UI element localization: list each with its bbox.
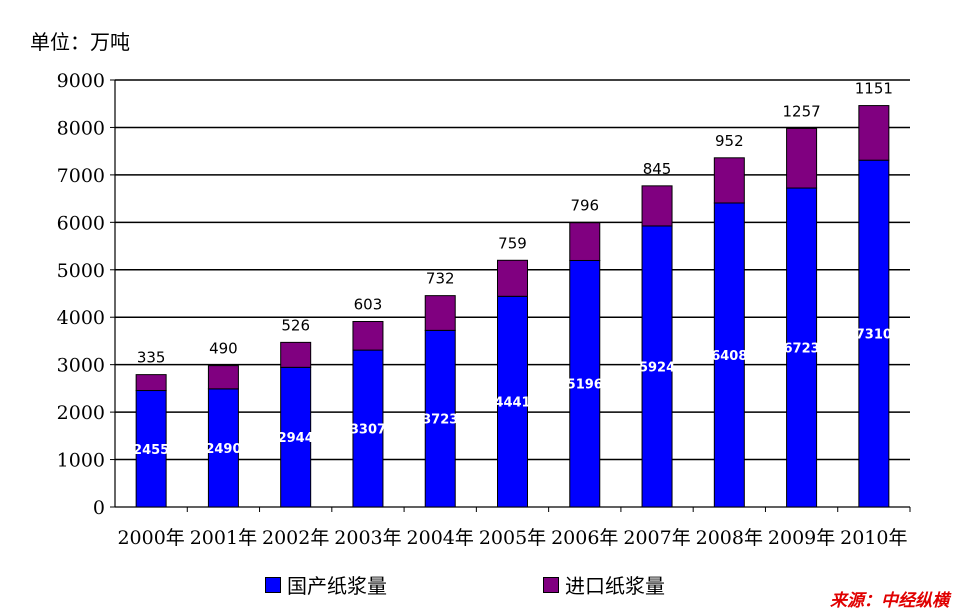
y-tick-label: 3000 — [57, 355, 105, 377]
source-note: 来源：中经纵横 — [830, 591, 949, 611]
bar-import — [713, 157, 745, 204]
bar-domestic — [569, 259, 601, 508]
bar-domestic — [424, 329, 456, 508]
x-tick-label: 2008年 — [696, 527, 763, 549]
y-tick-label: 0 — [93, 497, 105, 519]
bar-domestic — [641, 225, 673, 508]
bar-import — [497, 259, 528, 297]
data-label-import: 335 — [137, 349, 166, 367]
data-label-domestic: 3307 — [350, 423, 386, 438]
x-tick-label: 2004年 — [407, 527, 474, 549]
data-label-import: 526 — [281, 316, 310, 334]
data-label-domestic: 5196 — [567, 378, 603, 393]
data-label-domestic: 2944 — [278, 431, 314, 446]
y-tick-label: 2000 — [57, 402, 105, 424]
legend-label-import: 进口纸浆量 — [565, 574, 665, 598]
data-label-import: 952 — [715, 132, 744, 150]
data-label-domestic: 5924 — [639, 360, 675, 375]
y-tick-label: 1000 — [57, 450, 105, 472]
legend-label-domestic: 国产纸浆量 — [287, 574, 387, 598]
bar-import — [569, 222, 601, 261]
data-label-domestic: 3723 — [422, 413, 458, 428]
bar-domestic — [207, 388, 239, 508]
x-tick-label: 2005年 — [479, 527, 546, 549]
data-label-domestic: 6408 — [711, 349, 747, 364]
bar-import — [135, 374, 167, 392]
x-tick-label: 2010年 — [840, 527, 907, 549]
data-label-import: 603 — [354, 295, 383, 313]
legend-swatch-domestic — [265, 576, 281, 593]
x-tick-label: 2006年 — [551, 527, 618, 549]
data-label-domestic: 2490 — [205, 442, 241, 457]
x-tick-label: 2001年 — [190, 527, 257, 549]
data-label-import: 490 — [209, 340, 238, 358]
data-label-import: 1257 — [782, 102, 820, 120]
data-label-domestic: 6723 — [783, 342, 819, 357]
bar-import — [424, 295, 456, 331]
unit-label: 单位：万吨 — [30, 30, 130, 54]
bar-domestic — [713, 202, 745, 508]
y-tick-label: 9000 — [57, 70, 105, 92]
x-tick-label: 2003年 — [334, 527, 401, 549]
data-label-import: 759 — [498, 234, 527, 252]
x-tick-label: 2002年 — [262, 527, 329, 549]
y-tick-label: 6000 — [57, 212, 105, 234]
data-label-domestic: 2455 — [133, 443, 169, 458]
bar-import — [641, 185, 673, 227]
y-tick-label: 7000 — [57, 165, 105, 187]
x-tick-label: 2000年 — [117, 527, 184, 549]
data-label-domestic: 4441 — [494, 396, 530, 411]
bar-import — [858, 105, 890, 161]
x-tick-label: 2007年 — [623, 527, 690, 549]
data-label-domestic: 7310 — [856, 328, 892, 343]
data-label-import: 845 — [643, 160, 672, 178]
x-tick-label: 2009年 — [768, 527, 835, 549]
bar-import — [280, 341, 312, 368]
data-label-import: 732 — [426, 270, 455, 288]
bar-import — [352, 320, 384, 351]
y-tick-label: 8000 — [57, 117, 105, 139]
bar-domestic — [497, 295, 528, 508]
data-label-import: 796 — [570, 197, 599, 215]
data-label-import: 1151 — [855, 80, 893, 98]
bar-domestic — [280, 366, 312, 508]
bar-import — [207, 365, 239, 390]
y-tick-label: 4000 — [57, 307, 105, 329]
legend-item-import: 进口纸浆量 — [543, 570, 665, 599]
legend-swatch-import — [543, 576, 559, 593]
bar-domestic — [858, 159, 890, 508]
legend-item-domestic: 国产纸浆量 — [265, 570, 387, 599]
bar-import — [786, 127, 818, 189]
y-tick-label: 5000 — [57, 260, 105, 282]
